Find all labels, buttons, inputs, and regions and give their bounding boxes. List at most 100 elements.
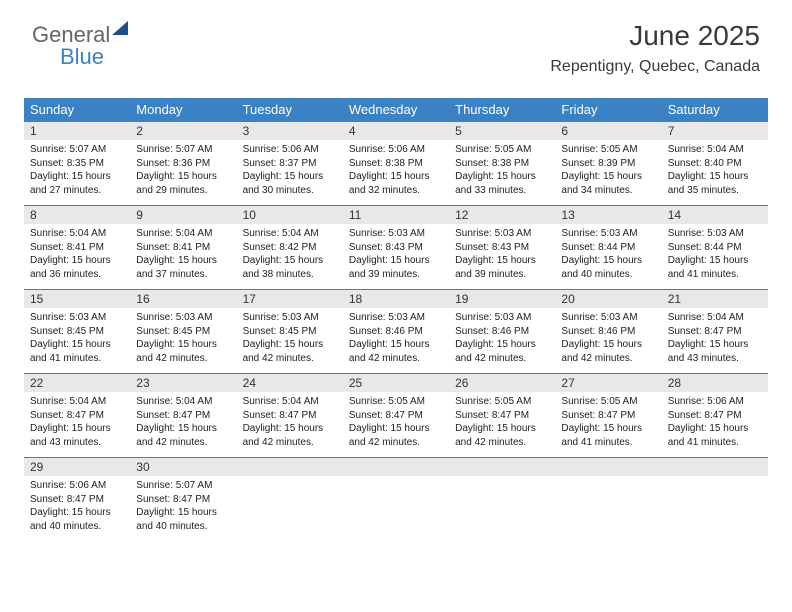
calendar-cell: 18Sunrise: 5:03 AMSunset: 8:46 PMDayligh… (343, 289, 449, 373)
day-content-empty (237, 476, 343, 526)
day-number: 26 (449, 373, 555, 392)
weekday-header: Monday (130, 98, 236, 121)
day-content: Sunrise: 5:05 AMSunset: 8:39 PMDaylight:… (555, 140, 661, 205)
day-content: Sunrise: 5:03 AMSunset: 8:45 PMDaylight:… (24, 308, 130, 373)
day-content: Sunrise: 5:04 AMSunset: 8:42 PMDaylight:… (237, 224, 343, 289)
day-content: Sunrise: 5:04 AMSunset: 8:47 PMDaylight:… (237, 392, 343, 457)
day-content: Sunrise: 5:07 AMSunset: 8:47 PMDaylight:… (130, 476, 236, 541)
day-number: 2 (130, 121, 236, 140)
day-content: Sunrise: 5:04 AMSunset: 8:41 PMDaylight:… (24, 224, 130, 289)
day-content: Sunrise: 5:05 AMSunset: 8:47 PMDaylight:… (449, 392, 555, 457)
calendar-row: 8Sunrise: 5:04 AMSunset: 8:41 PMDaylight… (24, 205, 768, 289)
calendar-row: 15Sunrise: 5:03 AMSunset: 8:45 PMDayligh… (24, 289, 768, 373)
day-content: Sunrise: 5:07 AMSunset: 8:35 PMDaylight:… (24, 140, 130, 205)
weekday-header: Friday (555, 98, 661, 121)
day-number: 24 (237, 373, 343, 392)
day-content-empty (662, 476, 768, 526)
location-label: Repentigny, Quebec, Canada (550, 58, 760, 76)
calendar-cell: 11Sunrise: 5:03 AMSunset: 8:43 PMDayligh… (343, 205, 449, 289)
weekday-header: Wednesday (343, 98, 449, 121)
calendar-table: SundayMondayTuesdayWednesdayThursdayFrid… (24, 98, 768, 541)
day-number: 22 (24, 373, 130, 392)
calendar-cell: 28Sunrise: 5:06 AMSunset: 8:47 PMDayligh… (662, 373, 768, 457)
calendar-cell: 22Sunrise: 5:04 AMSunset: 8:47 PMDayligh… (24, 373, 130, 457)
calendar-cell: 4Sunrise: 5:06 AMSunset: 8:38 PMDaylight… (343, 121, 449, 205)
day-number: 12 (449, 205, 555, 224)
day-number: 16 (130, 289, 236, 308)
day-number: 17 (237, 289, 343, 308)
calendar-cell: 20Sunrise: 5:03 AMSunset: 8:46 PMDayligh… (555, 289, 661, 373)
day-number: 13 (555, 205, 661, 224)
day-number-empty (662, 457, 768, 476)
calendar-cell (237, 457, 343, 541)
day-number: 21 (662, 289, 768, 308)
day-content: Sunrise: 5:05 AMSunset: 8:38 PMDaylight:… (449, 140, 555, 205)
calendar-cell: 19Sunrise: 5:03 AMSunset: 8:46 PMDayligh… (449, 289, 555, 373)
day-number: 1 (24, 121, 130, 140)
calendar-row: 29Sunrise: 5:06 AMSunset: 8:47 PMDayligh… (24, 457, 768, 541)
day-number: 11 (343, 205, 449, 224)
day-content: Sunrise: 5:03 AMSunset: 8:46 PMDaylight:… (449, 308, 555, 373)
calendar-cell (555, 457, 661, 541)
day-content: Sunrise: 5:03 AMSunset: 8:43 PMDaylight:… (449, 224, 555, 289)
day-number: 20 (555, 289, 661, 308)
calendar-cell: 23Sunrise: 5:04 AMSunset: 8:47 PMDayligh… (130, 373, 236, 457)
day-number: 29 (24, 457, 130, 476)
day-content: Sunrise: 5:03 AMSunset: 8:45 PMDaylight:… (237, 308, 343, 373)
day-number-empty (343, 457, 449, 476)
calendar-cell: 27Sunrise: 5:05 AMSunset: 8:47 PMDayligh… (555, 373, 661, 457)
day-number: 30 (130, 457, 236, 476)
weekday-header: Thursday (449, 98, 555, 121)
day-content-empty (555, 476, 661, 526)
calendar-cell: 16Sunrise: 5:03 AMSunset: 8:45 PMDayligh… (130, 289, 236, 373)
day-content: Sunrise: 5:06 AMSunset: 8:47 PMDaylight:… (24, 476, 130, 541)
day-content: Sunrise: 5:04 AMSunset: 8:41 PMDaylight:… (130, 224, 236, 289)
day-number: 27 (555, 373, 661, 392)
weekday-header: Tuesday (237, 98, 343, 121)
calendar-cell: 5Sunrise: 5:05 AMSunset: 8:38 PMDaylight… (449, 121, 555, 205)
calendar-cell: 26Sunrise: 5:05 AMSunset: 8:47 PMDayligh… (449, 373, 555, 457)
day-number: 6 (555, 121, 661, 140)
header: June 2025 Repentigny, Quebec, Canada (550, 20, 760, 76)
day-content: Sunrise: 5:03 AMSunset: 8:46 PMDaylight:… (343, 308, 449, 373)
day-number: 19 (449, 289, 555, 308)
day-content: Sunrise: 5:03 AMSunset: 8:44 PMDaylight:… (662, 224, 768, 289)
day-content: Sunrise: 5:03 AMSunset: 8:43 PMDaylight:… (343, 224, 449, 289)
day-number: 15 (24, 289, 130, 308)
calendar-cell: 13Sunrise: 5:03 AMSunset: 8:44 PMDayligh… (555, 205, 661, 289)
logo-text-blue: Blue (60, 44, 104, 70)
logo-line2: Blue (60, 44, 104, 70)
calendar-cell: 30Sunrise: 5:07 AMSunset: 8:47 PMDayligh… (130, 457, 236, 541)
day-content: Sunrise: 5:06 AMSunset: 8:38 PMDaylight:… (343, 140, 449, 205)
calendar-cell: 8Sunrise: 5:04 AMSunset: 8:41 PMDaylight… (24, 205, 130, 289)
calendar-cell: 17Sunrise: 5:03 AMSunset: 8:45 PMDayligh… (237, 289, 343, 373)
day-content: Sunrise: 5:03 AMSunset: 8:45 PMDaylight:… (130, 308, 236, 373)
calendar: SundayMondayTuesdayWednesdayThursdayFrid… (24, 98, 768, 541)
calendar-row: 1Sunrise: 5:07 AMSunset: 8:35 PMDaylight… (24, 121, 768, 205)
day-content: Sunrise: 5:03 AMSunset: 8:44 PMDaylight:… (555, 224, 661, 289)
calendar-cell: 24Sunrise: 5:04 AMSunset: 8:47 PMDayligh… (237, 373, 343, 457)
calendar-cell: 25Sunrise: 5:05 AMSunset: 8:47 PMDayligh… (343, 373, 449, 457)
calendar-cell: 29Sunrise: 5:06 AMSunset: 8:47 PMDayligh… (24, 457, 130, 541)
day-content: Sunrise: 5:04 AMSunset: 8:47 PMDaylight:… (662, 308, 768, 373)
calendar-cell (449, 457, 555, 541)
calendar-cell: 1Sunrise: 5:07 AMSunset: 8:35 PMDaylight… (24, 121, 130, 205)
day-content: Sunrise: 5:04 AMSunset: 8:47 PMDaylight:… (130, 392, 236, 457)
calendar-cell: 12Sunrise: 5:03 AMSunset: 8:43 PMDayligh… (449, 205, 555, 289)
calendar-cell: 6Sunrise: 5:05 AMSunset: 8:39 PMDaylight… (555, 121, 661, 205)
day-number: 28 (662, 373, 768, 392)
day-number-empty (449, 457, 555, 476)
page-title: June 2025 (550, 20, 760, 52)
calendar-cell: 21Sunrise: 5:04 AMSunset: 8:47 PMDayligh… (662, 289, 768, 373)
calendar-cell: 7Sunrise: 5:04 AMSunset: 8:40 PMDaylight… (662, 121, 768, 205)
day-content: Sunrise: 5:05 AMSunset: 8:47 PMDaylight:… (343, 392, 449, 457)
calendar-row: 22Sunrise: 5:04 AMSunset: 8:47 PMDayligh… (24, 373, 768, 457)
day-content-empty (343, 476, 449, 526)
day-number: 4 (343, 121, 449, 140)
day-number: 9 (130, 205, 236, 224)
calendar-cell: 15Sunrise: 5:03 AMSunset: 8:45 PMDayligh… (24, 289, 130, 373)
day-content: Sunrise: 5:06 AMSunset: 8:47 PMDaylight:… (662, 392, 768, 457)
day-content-empty (449, 476, 555, 526)
calendar-cell: 2Sunrise: 5:07 AMSunset: 8:36 PMDaylight… (130, 121, 236, 205)
day-content: Sunrise: 5:05 AMSunset: 8:47 PMDaylight:… (555, 392, 661, 457)
